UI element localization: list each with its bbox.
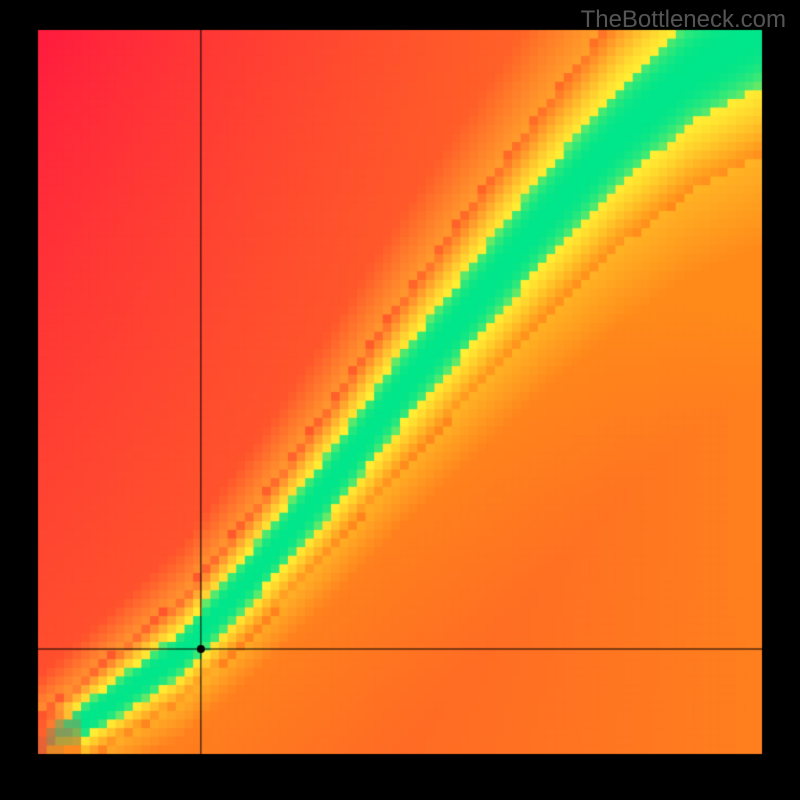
heatmap-container [0, 0, 800, 805]
bottleneck-heatmap-canvas [0, 0, 800, 800]
watermark-text: TheBottleneck.com [581, 6, 786, 34]
